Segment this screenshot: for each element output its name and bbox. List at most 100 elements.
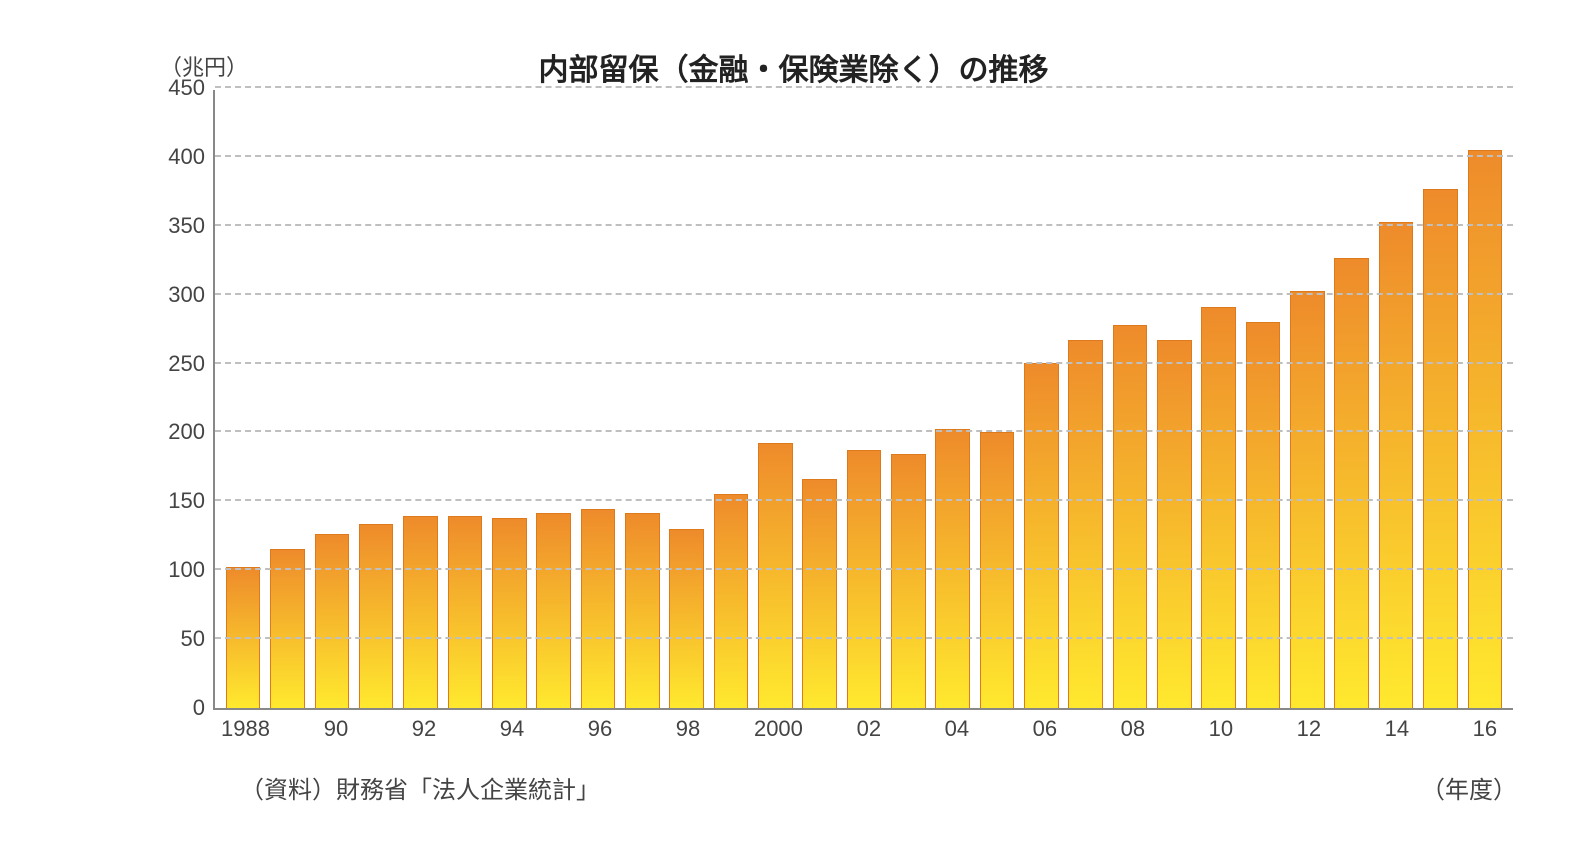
xtick-label [622,716,666,742]
bar-slot [1285,90,1329,708]
bar-slot [443,90,487,708]
bar [536,513,571,708]
xtick-label [358,716,402,742]
bar-slot [487,90,531,708]
xtick-label [979,716,1023,742]
bar-slot [842,90,886,708]
gridline [215,637,1513,639]
xtick-label: 94 [490,716,534,742]
bar-slot [1108,90,1152,708]
plot-area: 1988909294969820000204060810121416 05010… [213,90,1513,710]
bar [315,534,350,708]
bar-slot [310,90,354,708]
xtick-label [710,716,754,742]
bar-slot [221,90,265,708]
ytick-label: 150 [168,488,215,514]
bar-slot [354,90,398,708]
gridline [215,86,1513,88]
bar-slot [531,90,575,708]
bar [714,494,749,708]
bar-slot [1197,90,1241,708]
bar [1068,340,1103,708]
xtick-label [1419,716,1463,742]
xtick-label [891,716,935,742]
bar [1246,322,1281,708]
bar [1113,325,1148,708]
bar [448,516,483,708]
ytick-label: 200 [168,419,215,445]
xtick-label [1067,716,1111,742]
xtick-label [270,716,314,742]
x-axis-label: （年度） [1421,770,1517,805]
bar [1423,189,1458,708]
bars-group [215,90,1513,708]
bar-slot [576,90,620,708]
xtick-label: 96 [578,716,622,742]
bar-slot [975,90,1019,708]
bar [1468,150,1503,708]
xtick-label: 90 [314,716,358,742]
xtick-label: 98 [666,716,710,742]
xtick-label: 92 [402,716,446,742]
bar-slot [664,90,708,708]
bar-slot [931,90,975,708]
xtick-label [803,716,847,742]
gridline [215,568,1513,570]
xtick-group: 1988 90 92 94 96 98 2000 02 04 06 08 10 12 14 16 [215,708,1513,742]
bar [758,443,793,708]
bar [669,529,704,708]
xtick-label: 10 [1199,716,1243,742]
gridline [215,499,1513,501]
ytick-label: 100 [168,557,215,583]
bar [581,509,616,708]
bar-slot [1330,90,1374,708]
xtick-label [446,716,490,742]
xtick-label: 08 [1111,716,1155,742]
ytick-label: 350 [168,213,215,239]
gridline [215,362,1513,364]
gridline [215,224,1513,226]
bar-slot [753,90,797,708]
bar-slot [1064,90,1108,708]
bar-slot [797,90,841,708]
xtick-label: 14 [1375,716,1419,742]
xtick-label: 1988 [221,716,270,742]
xtick-label: 12 [1287,716,1331,742]
xtick-label: 06 [1023,716,1067,742]
gridline [215,430,1513,432]
bar [847,450,882,708]
xtick-label [1155,716,1199,742]
gridline [215,293,1513,295]
bar [802,479,837,708]
bar-slot [620,90,664,708]
bar [1024,363,1059,708]
ytick-label: 50 [181,626,215,652]
bar [1201,307,1236,708]
bar [1157,340,1192,708]
chart-container: 内部留保（金融・保険業除く）の推移 （兆円） 19889092949698200… [0,0,1587,850]
bar-slot [1152,90,1196,708]
bar [625,513,660,708]
bar-slot [398,90,442,708]
bar [403,516,438,708]
xtick-label [1331,716,1375,742]
bar-slot [1463,90,1507,708]
bar-slot [709,90,753,708]
bar-slot [886,90,930,708]
xtick-label: 2000 [754,716,803,742]
xtick-label: 16 [1463,716,1507,742]
ytick-label: 400 [168,144,215,170]
ytick-label: 300 [168,282,215,308]
source-note: （資料）財務省「法人企業統計」 [240,770,600,805]
bar-slot [265,90,309,708]
gridline [215,155,1513,157]
bar [359,524,394,708]
xtick-label: 04 [935,716,979,742]
bar [1334,258,1369,708]
bar [1379,222,1414,708]
bar-slot [1019,90,1063,708]
xtick-label [1243,716,1287,742]
xtick-label: 02 [847,716,891,742]
ytick-label: 450 [168,75,215,101]
bar [492,518,527,708]
